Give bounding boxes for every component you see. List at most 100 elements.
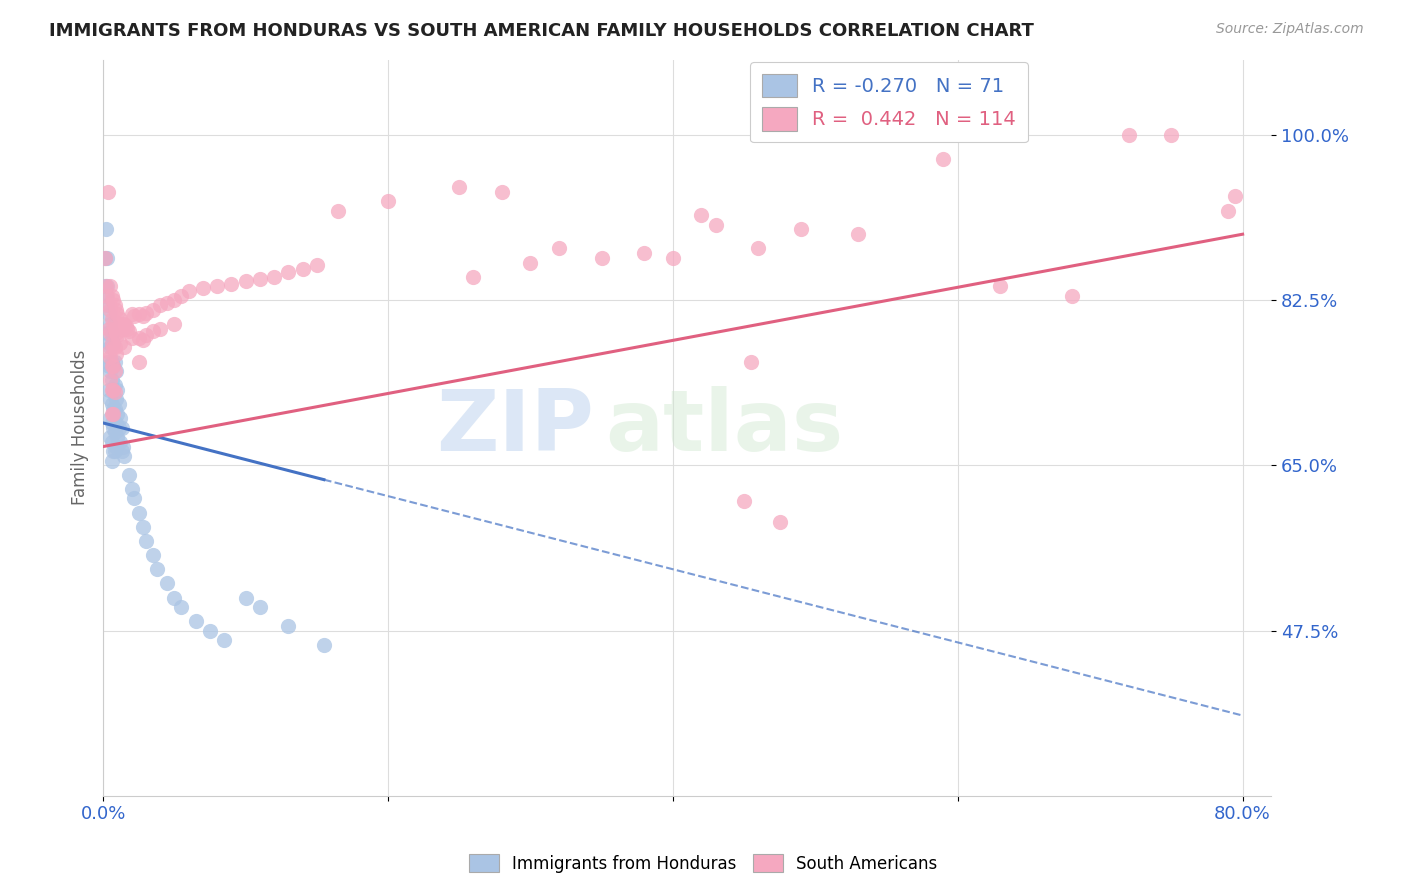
Point	[98, 302, 121, 317]
Point	[135, 305, 157, 319]
Point	[98, 374, 121, 388]
Point	[103, 341, 125, 355]
Point	[96, 251, 118, 265]
Point	[121, 482, 143, 496]
Point	[101, 293, 124, 308]
Point	[98, 364, 121, 378]
Point	[103, 354, 125, 368]
Point	[846, 227, 869, 242]
Point	[114, 341, 136, 355]
Point	[312, 638, 335, 652]
Point	[94, 279, 117, 293]
Point	[115, 318, 138, 333]
Point	[932, 152, 955, 166]
Point	[135, 328, 157, 343]
Point	[105, 407, 128, 421]
Point	[156, 576, 179, 591]
Point	[105, 383, 128, 397]
Point	[1060, 288, 1083, 302]
Point	[112, 321, 135, 335]
Point	[114, 317, 136, 331]
Point	[491, 185, 513, 199]
Point	[103, 378, 125, 392]
Point	[100, 397, 122, 411]
Point	[98, 317, 121, 331]
Point	[633, 246, 655, 260]
Point	[124, 491, 146, 506]
Point	[548, 241, 571, 255]
Point	[170, 599, 193, 614]
Point	[205, 279, 228, 293]
Point	[249, 271, 271, 285]
Point	[149, 321, 172, 335]
Point	[118, 467, 141, 482]
Point	[100, 407, 122, 421]
Point	[328, 203, 350, 218]
Point	[96, 298, 118, 312]
Point	[107, 397, 129, 411]
Point	[104, 326, 127, 341]
Point	[100, 453, 122, 467]
Text: Source: ZipAtlas.com: Source: ZipAtlas.com	[1216, 22, 1364, 37]
Point	[291, 262, 314, 277]
Point	[235, 591, 257, 605]
Point	[110, 312, 132, 326]
Legend: Immigrants from Honduras, South Americans: Immigrants from Honduras, South American…	[461, 847, 945, 880]
Point	[156, 296, 179, 310]
Point	[790, 222, 813, 236]
Point	[747, 241, 769, 255]
Point	[100, 354, 122, 368]
Point	[128, 331, 150, 345]
Point	[1118, 128, 1140, 142]
Point	[249, 599, 271, 614]
Point	[101, 317, 124, 331]
Point	[103, 364, 125, 378]
Point	[1160, 128, 1182, 142]
Point	[98, 326, 121, 341]
Point	[103, 401, 125, 416]
Point	[118, 325, 141, 339]
Point	[121, 307, 143, 321]
Point	[519, 255, 541, 269]
Point	[97, 298, 120, 312]
Point	[277, 265, 299, 279]
Point	[114, 449, 136, 463]
Point	[104, 364, 127, 378]
Point	[1225, 189, 1247, 203]
Point	[98, 430, 121, 444]
Point	[100, 326, 122, 341]
Point	[96, 288, 118, 302]
Point	[94, 288, 117, 302]
Point	[1218, 203, 1240, 218]
Point	[769, 515, 792, 529]
Point	[101, 341, 124, 355]
Point	[149, 298, 172, 312]
Point	[104, 392, 127, 407]
Point	[704, 218, 727, 232]
Point	[449, 180, 471, 194]
Point	[277, 619, 299, 633]
Point	[98, 341, 121, 355]
Point	[94, 251, 117, 265]
Point	[135, 533, 157, 548]
Point	[97, 383, 120, 397]
Point	[740, 354, 762, 368]
Point	[103, 321, 125, 335]
Point	[100, 416, 122, 430]
Point	[101, 407, 124, 421]
Point	[94, 251, 117, 265]
Point	[103, 444, 125, 458]
Point	[110, 335, 132, 350]
Point	[104, 440, 127, 454]
Point	[96, 279, 118, 293]
Text: atlas: atlas	[606, 386, 844, 469]
Point	[100, 434, 122, 449]
Point	[101, 335, 124, 350]
Point	[662, 251, 685, 265]
Point	[163, 293, 186, 308]
Point	[170, 288, 193, 302]
Point	[124, 310, 146, 324]
Point	[212, 633, 235, 648]
Point	[142, 302, 165, 317]
Point	[690, 208, 713, 222]
